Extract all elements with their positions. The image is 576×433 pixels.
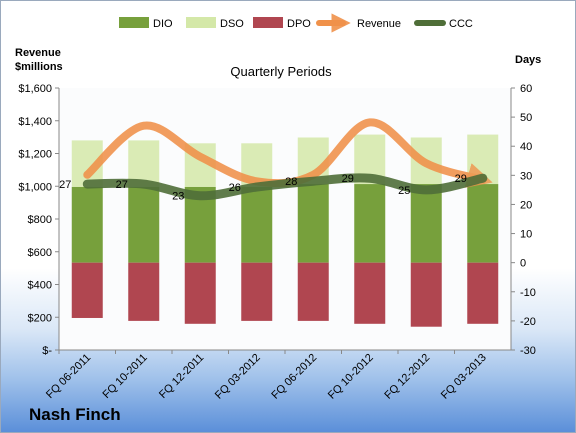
dio-bar (297, 184, 329, 263)
left-axis-label-line2: $millions (15, 61, 63, 73)
left-tick-label: $1,600 (18, 83, 52, 95)
legend-swatch-dpo (253, 17, 283, 28)
left-tick-label: $1,000 (18, 181, 52, 193)
right-tick-label: -20 (520, 316, 536, 328)
x-tick-label: FQ 06-2012 (269, 352, 319, 402)
plot-area: 27 27 23 26 28 29 25 29 $- $200 $400 $600 $800 $1,000… (18, 83, 536, 402)
left-tick-label: $200 (28, 312, 52, 324)
right-tick-label: 50 (520, 112, 532, 124)
right-tick-label: 40 (520, 141, 532, 153)
left-tick-label: $- (42, 345, 52, 357)
ccc-data-label: 29 (455, 173, 467, 185)
right-tick-label: -30 (520, 345, 536, 357)
legend-label-ccc: CCC (449, 18, 473, 30)
dpo-bar (71, 262, 103, 318)
dpo-bar (128, 262, 160, 321)
ccc-data-label: 27 (59, 179, 71, 191)
legend-label-dso: DSO (220, 18, 244, 30)
dpo-bar (184, 262, 216, 324)
dpo-bar (354, 262, 386, 324)
chart-legend: DIO DSO DPO Revenue CCC (119, 13, 473, 33)
right-tick-label: 10 (520, 229, 532, 241)
x-tick-label: FQ 06-2011 (44, 352, 93, 401)
left-tick-label: $800 (28, 214, 52, 226)
chart-title: Quarterly Periods (230, 64, 332, 79)
left-tick-label: $1,400 (18, 116, 52, 128)
legend-swatch-dso (186, 17, 216, 28)
dio-bar (71, 186, 103, 263)
x-tick-label: FQ 03-2012 (213, 352, 263, 402)
dpo-bar (410, 262, 442, 327)
dio-bar (354, 184, 386, 263)
legend-swatch-dio (119, 17, 149, 28)
dpo-bar (297, 262, 329, 321)
legend-label-dio: DIO (153, 18, 173, 30)
right-tick-label: 0 (520, 258, 526, 270)
dpo-bar (467, 262, 499, 324)
right-tick-label: -10 (520, 287, 536, 299)
ccc-data-label: 28 (285, 176, 297, 188)
dio-bar (241, 186, 273, 263)
plot-background (59, 88, 511, 350)
ccc-data-label: 29 (342, 173, 354, 185)
left-tick-label: $400 (28, 280, 52, 292)
left-tick-label: $1,200 (18, 149, 52, 161)
ccc-data-label: 27 (116, 179, 128, 191)
ccc-data-label: 23 (172, 191, 184, 203)
x-tick-label: FQ 03-2013 (439, 352, 489, 402)
dio-bar (128, 186, 160, 263)
company-name: Nash Finch (29, 405, 121, 424)
dio-bar (410, 184, 442, 263)
x-tick-label: FQ 12-2012 (382, 352, 432, 402)
legend-label-dpo: DPO (287, 18, 311, 30)
right-tick-label: 20 (520, 199, 532, 211)
right-axis-label: Days (515, 54, 541, 66)
ccc-data-label: 25 (398, 185, 410, 197)
dio-bar (467, 184, 499, 263)
legend-label-revenue: Revenue (357, 18, 401, 30)
left-tick-label: $600 (28, 247, 52, 259)
right-tick-label: 60 (520, 83, 532, 95)
ccc-line (82, 173, 488, 201)
left-axis-label-line1: Revenue (15, 47, 61, 59)
x-tick-label: FQ 10-2011 (100, 352, 149, 401)
dpo-bar (241, 262, 273, 321)
x-tick-label: FQ 12-2011 (157, 352, 206, 401)
ccc-data-label: 26 (229, 182, 241, 194)
x-tick-label: FQ 10-2012 (326, 352, 376, 402)
right-tick-label: 30 (520, 170, 532, 182)
